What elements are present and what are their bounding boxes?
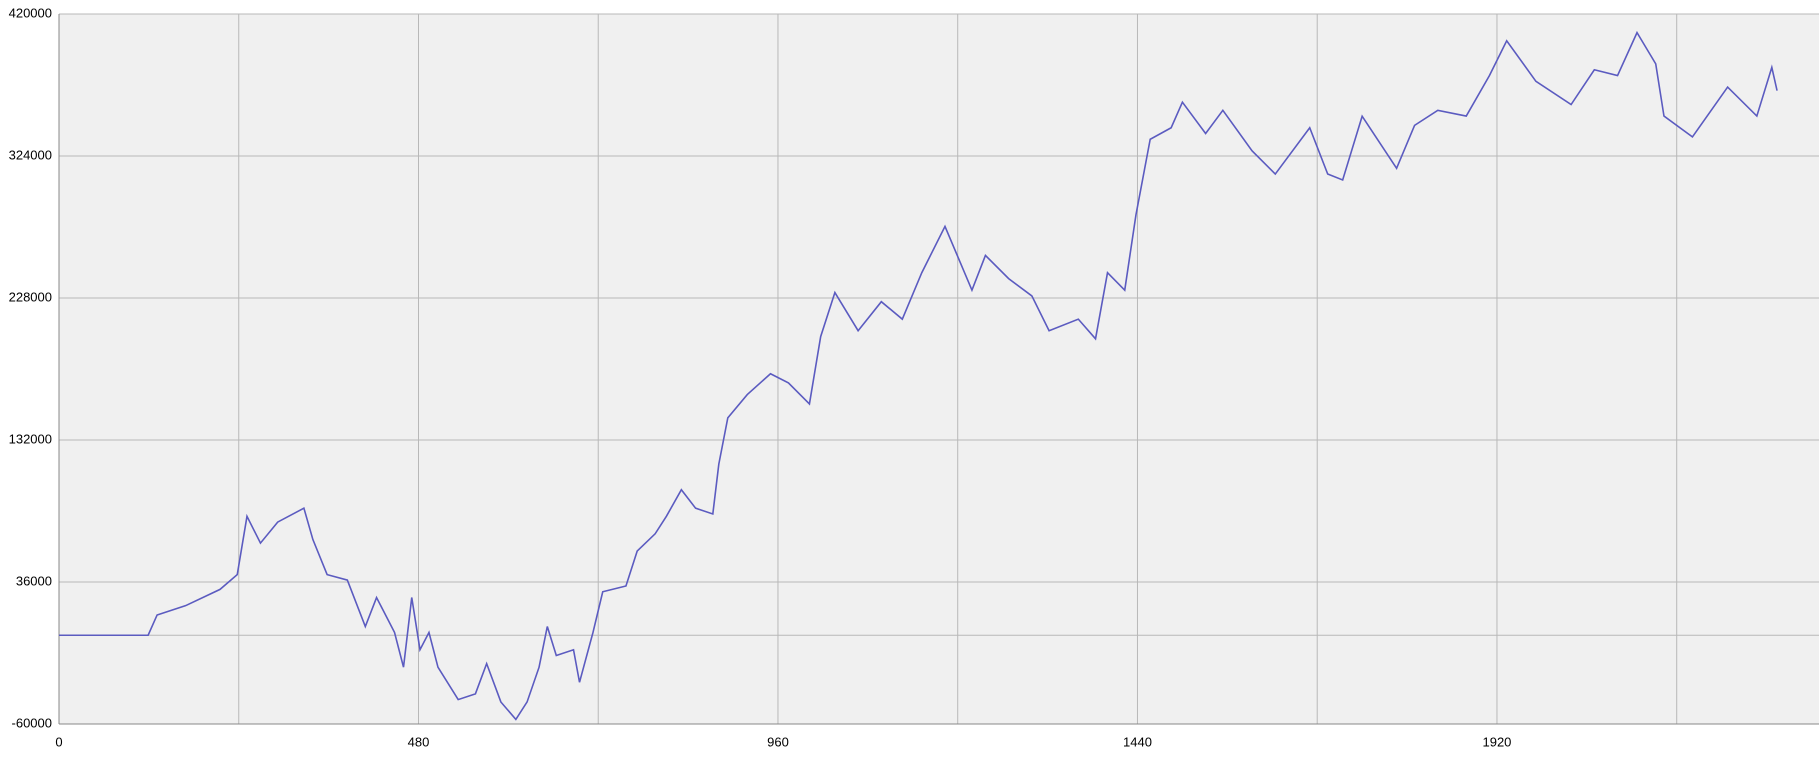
data-line bbox=[59, 30, 1778, 721]
x-tick-label: 1440 bbox=[1123, 734, 1152, 749]
plot-area bbox=[59, 14, 1819, 724]
y-tick-label: -60000 bbox=[12, 715, 52, 730]
y-tick-label: 420000 bbox=[9, 5, 52, 20]
x-tick-label: 480 bbox=[408, 734, 430, 749]
y-tick-label: 36000 bbox=[16, 573, 52, 588]
x-tick-label: 0 bbox=[55, 734, 62, 749]
x-tick-label: 1920 bbox=[1482, 734, 1511, 749]
y-tick-label: 132000 bbox=[9, 431, 52, 446]
x-tick-label: 960 bbox=[767, 734, 789, 749]
y-tick-label: 324000 bbox=[9, 147, 52, 162]
y-tick-label: 228000 bbox=[9, 289, 52, 304]
